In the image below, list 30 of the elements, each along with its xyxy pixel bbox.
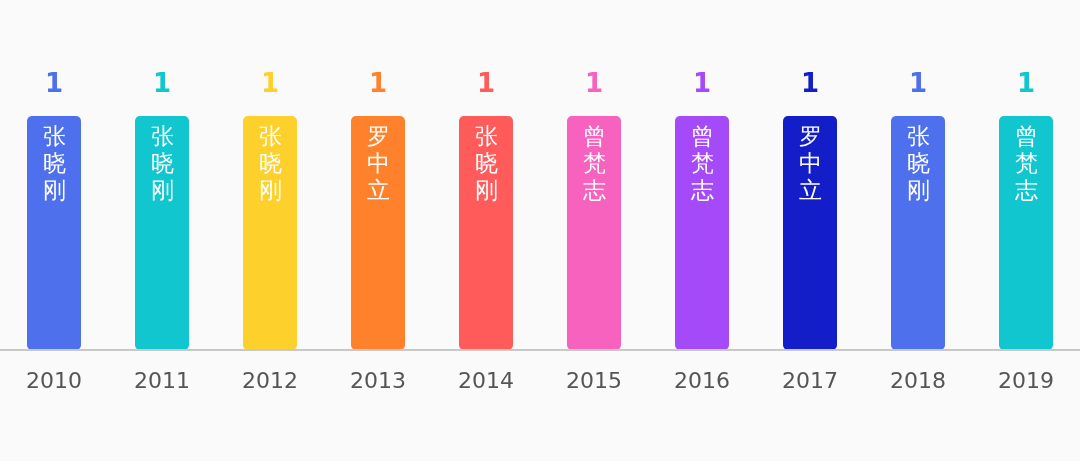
x-tick-label: 2016	[674, 368, 730, 393]
x-tick-label: 2012	[242, 368, 298, 393]
data-label: 1	[692, 68, 712, 98]
x-tick-label: 2015	[566, 368, 622, 393]
annotation: 张晓刚	[474, 123, 498, 203]
annotation: 张晓刚	[150, 123, 174, 203]
annotation: 张晓刚	[906, 123, 930, 203]
annotation: 曾梵志	[1014, 123, 1038, 203]
annotation: 罗中立	[798, 123, 822, 203]
x-tick-label: 2017	[782, 368, 838, 393]
data-label: 1	[44, 68, 64, 98]
data-label: 1	[584, 68, 604, 98]
annotation: 罗中立	[366, 123, 390, 203]
x-tick-label: 2014	[458, 368, 514, 393]
annotation: 张晓刚	[258, 123, 282, 203]
annotation: 曾梵志	[582, 123, 606, 203]
x-tick-label: 2019	[998, 368, 1054, 393]
x-tick-label: 2010	[26, 368, 82, 393]
data-label: 1	[908, 68, 928, 98]
data-label: 1	[368, 68, 388, 98]
annotation: 曾梵志	[690, 123, 714, 203]
data-label: 1	[1016, 68, 1036, 98]
data-label: 1	[476, 68, 496, 98]
data-label: 1	[152, 68, 172, 98]
x-tick-label: 2013	[350, 368, 406, 393]
x-tick-label: 2011	[134, 368, 190, 393]
data-label: 1	[800, 68, 820, 98]
data-label: 1	[260, 68, 280, 98]
annotation: 张晓刚	[42, 123, 66, 203]
x-tick-label: 2018	[890, 368, 946, 393]
